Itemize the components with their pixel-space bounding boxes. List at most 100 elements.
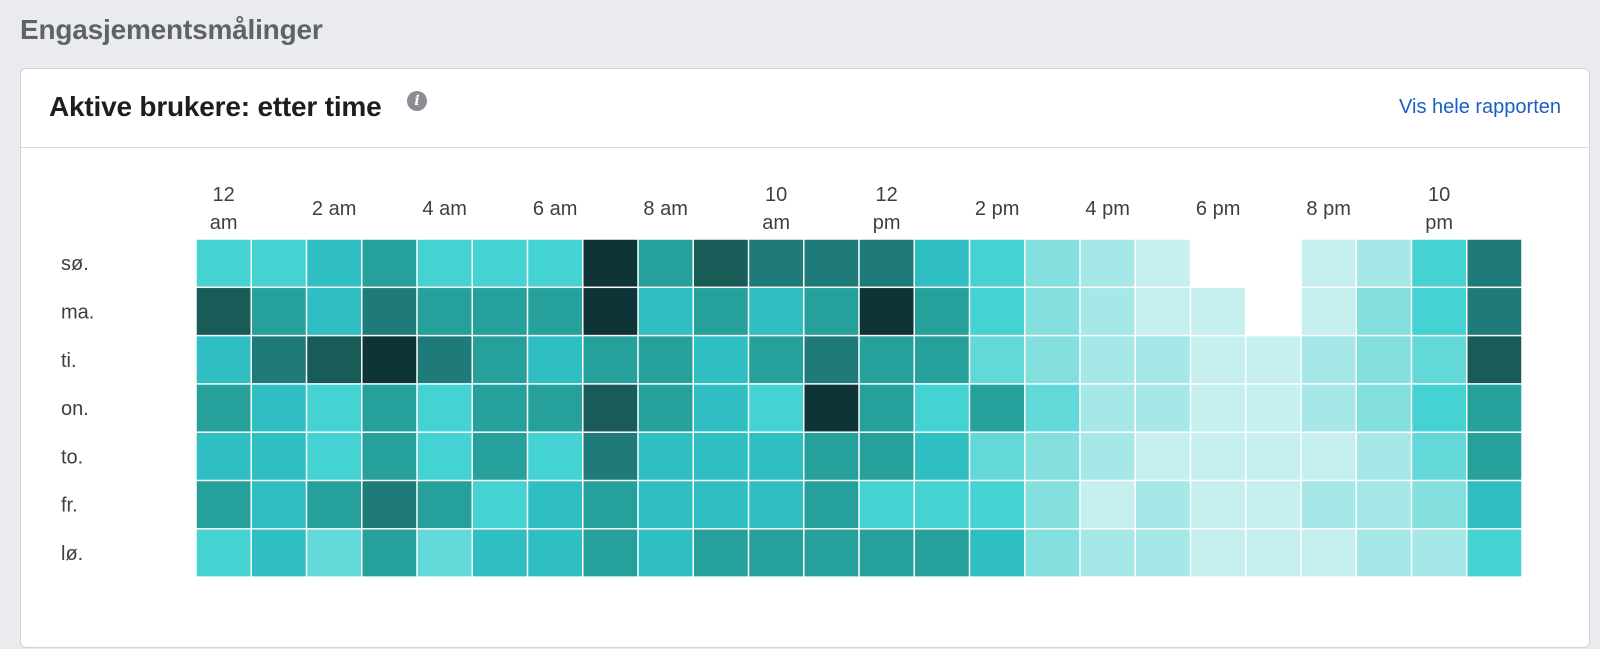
- heatmap-cell[interactable]: [362, 529, 417, 577]
- heatmap-cell[interactable]: [1246, 336, 1301, 384]
- heatmap-cell[interactable]: [252, 529, 306, 577]
- heatmap-cell[interactable]: [307, 432, 361, 480]
- heatmap-cell[interactable]: [1136, 529, 1190, 577]
- heatmap-cell[interactable]: [583, 288, 638, 335]
- heatmap-cell[interactable]: [1080, 432, 1135, 480]
- heatmap-cell[interactable]: [804, 529, 859, 577]
- heatmap-cell[interactable]: [1301, 529, 1356, 577]
- heatmap-cell[interactable]: [1412, 288, 1466, 335]
- heatmap-cell[interactable]: [252, 384, 306, 432]
- heatmap-cell[interactable]: [915, 239, 969, 287]
- heatmap-cell[interactable]: [638, 239, 693, 287]
- heatmap-cell[interactable]: [1080, 336, 1135, 384]
- heatmap-cell[interactable]: [1467, 239, 1522, 287]
- heatmap-cell[interactable]: [307, 384, 361, 432]
- info-icon[interactable]: i: [407, 91, 427, 111]
- heatmap-cell[interactable]: [970, 481, 1024, 529]
- heatmap-cell[interactable]: [1357, 239, 1411, 287]
- heatmap-cell[interactable]: [970, 384, 1024, 432]
- heatmap-cell[interactable]: [1357, 384, 1411, 432]
- heatmap-cell[interactable]: [1136, 384, 1190, 432]
- heatmap-cell[interactable]: [694, 481, 748, 529]
- heatmap-cell[interactable]: [915, 529, 969, 577]
- heatmap-cell[interactable]: [528, 384, 582, 432]
- heatmap-cell[interactable]: [417, 239, 472, 287]
- heatmap-cell[interactable]: [417, 288, 472, 335]
- heatmap-cell[interactable]: [583, 336, 638, 384]
- heatmap-cell[interactable]: [417, 432, 472, 480]
- heatmap-cell[interactable]: [196, 384, 251, 432]
- heatmap-cell[interactable]: [1246, 384, 1301, 432]
- heatmap-cell[interactable]: [362, 239, 417, 287]
- heatmap-cell[interactable]: [362, 481, 417, 529]
- heatmap-cell[interactable]: [1467, 288, 1522, 335]
- heatmap-cell[interactable]: [1025, 288, 1080, 335]
- heatmap-cell[interactable]: [1191, 336, 1245, 384]
- heatmap-cell[interactable]: [970, 336, 1024, 384]
- heatmap-cell[interactable]: [749, 288, 803, 335]
- heatmap-cell[interactable]: [1025, 384, 1080, 432]
- heatmap-cell[interactable]: [1025, 432, 1080, 480]
- heatmap-cell[interactable]: [528, 288, 582, 335]
- heatmap-cell[interactable]: [804, 432, 859, 480]
- heatmap-cell[interactable]: [1025, 529, 1080, 577]
- heatmap-cell[interactable]: [1301, 336, 1356, 384]
- heatmap-cell[interactable]: [749, 529, 803, 577]
- heatmap-cell[interactable]: [417, 529, 472, 577]
- heatmap-cell[interactable]: [1412, 336, 1466, 384]
- heatmap-cell[interactable]: [1357, 432, 1411, 480]
- heatmap-cell[interactable]: [1080, 239, 1135, 287]
- heatmap-cell[interactable]: [1357, 336, 1411, 384]
- heatmap-cell[interactable]: [1136, 288, 1190, 335]
- heatmap-cell[interactable]: [196, 481, 251, 529]
- heatmap-cell[interactable]: [638, 529, 693, 577]
- heatmap-cell[interactable]: [1412, 239, 1466, 287]
- heatmap-cell[interactable]: [638, 384, 693, 432]
- heatmap-cell[interactable]: [859, 239, 914, 287]
- heatmap-cell[interactable]: [970, 288, 1024, 335]
- heatmap-cell[interactable]: [417, 336, 472, 384]
- heatmap-cell[interactable]: [307, 481, 361, 529]
- heatmap-cell[interactable]: [749, 481, 803, 529]
- heatmap-cell[interactable]: [583, 529, 638, 577]
- heatmap-cell[interactable]: [1412, 529, 1466, 577]
- heatmap-cell[interactable]: [196, 239, 251, 287]
- heatmap-cell[interactable]: [252, 288, 306, 335]
- heatmap-cell[interactable]: [473, 481, 527, 529]
- heatmap-cell[interactable]: [1357, 288, 1411, 335]
- heatmap-cell[interactable]: [196, 432, 251, 480]
- heatmap-cell[interactable]: [1412, 481, 1466, 529]
- heatmap-cell[interactable]: [804, 481, 859, 529]
- heatmap-cell[interactable]: [1357, 481, 1411, 529]
- heatmap-cell[interactable]: [638, 481, 693, 529]
- heatmap-cell[interactable]: [1080, 384, 1135, 432]
- heatmap-cell[interactable]: [749, 239, 803, 287]
- heatmap-cell[interactable]: [1412, 432, 1466, 480]
- heatmap-cell[interactable]: [859, 384, 914, 432]
- heatmap-cell[interactable]: [1080, 529, 1135, 577]
- heatmap-cell[interactable]: [196, 288, 251, 335]
- heatmap-cell[interactable]: [694, 432, 748, 480]
- heatmap-cell[interactable]: [859, 288, 914, 335]
- heatmap-cell[interactable]: [638, 336, 693, 384]
- heatmap-cell[interactable]: [1301, 432, 1356, 480]
- heatmap-cell[interactable]: [970, 529, 1024, 577]
- heatmap-cell[interactable]: [1136, 481, 1190, 529]
- heatmap-cell[interactable]: [1467, 336, 1522, 384]
- heatmap-cell[interactable]: [915, 481, 969, 529]
- heatmap-cell[interactable]: [1191, 481, 1245, 529]
- heatmap-cell[interactable]: [252, 481, 306, 529]
- heatmap-cell[interactable]: [1191, 288, 1245, 335]
- heatmap-cell[interactable]: [915, 432, 969, 480]
- heatmap-cell[interactable]: [362, 432, 417, 480]
- heatmap-cell[interactable]: [804, 288, 859, 335]
- heatmap-cell[interactable]: [473, 288, 527, 335]
- heatmap-cell[interactable]: [859, 432, 914, 480]
- heatmap-cell[interactable]: [970, 239, 1024, 287]
- heatmap-cell[interactable]: [1080, 481, 1135, 529]
- heatmap-cell[interactable]: [1080, 288, 1135, 335]
- heatmap-cell[interactable]: [528, 481, 582, 529]
- heatmap-cell[interactable]: [1301, 239, 1356, 287]
- heatmap-cell[interactable]: [307, 239, 361, 287]
- heatmap-cell[interactable]: [362, 336, 417, 384]
